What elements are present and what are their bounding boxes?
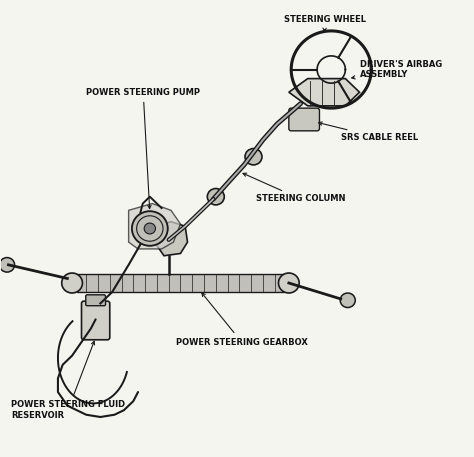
Text: POWER STEERING GEARBOX: POWER STEERING GEARBOX	[176, 293, 308, 346]
Text: DRIVER'S AIRBAG
ASSEMBLY: DRIVER'S AIRBAG ASSEMBLY	[352, 60, 442, 79]
Text: POWER STEERING FLUID
RESERVOIR: POWER STEERING FLUID RESERVOIR	[11, 341, 125, 420]
Polygon shape	[155, 222, 188, 256]
Text: POWER STEERING PUMP: POWER STEERING PUMP	[86, 88, 200, 208]
Circle shape	[0, 258, 15, 272]
Circle shape	[132, 211, 168, 246]
Circle shape	[245, 149, 262, 165]
Polygon shape	[289, 79, 359, 106]
Text: SRS CABLE REEL: SRS CABLE REEL	[319, 122, 418, 142]
Text: STEERING WHEEL: STEERING WHEEL	[284, 15, 366, 32]
Circle shape	[207, 189, 224, 205]
FancyBboxPatch shape	[86, 295, 106, 306]
Circle shape	[144, 223, 155, 234]
Bar	[77, 274, 284, 292]
Circle shape	[144, 223, 155, 234]
Circle shape	[132, 211, 168, 246]
FancyBboxPatch shape	[289, 108, 319, 131]
Circle shape	[278, 273, 299, 293]
Text: STEERING COLUMN: STEERING COLUMN	[243, 173, 346, 203]
Circle shape	[62, 273, 82, 293]
Circle shape	[340, 293, 356, 308]
FancyBboxPatch shape	[82, 301, 110, 340]
Polygon shape	[128, 203, 181, 249]
